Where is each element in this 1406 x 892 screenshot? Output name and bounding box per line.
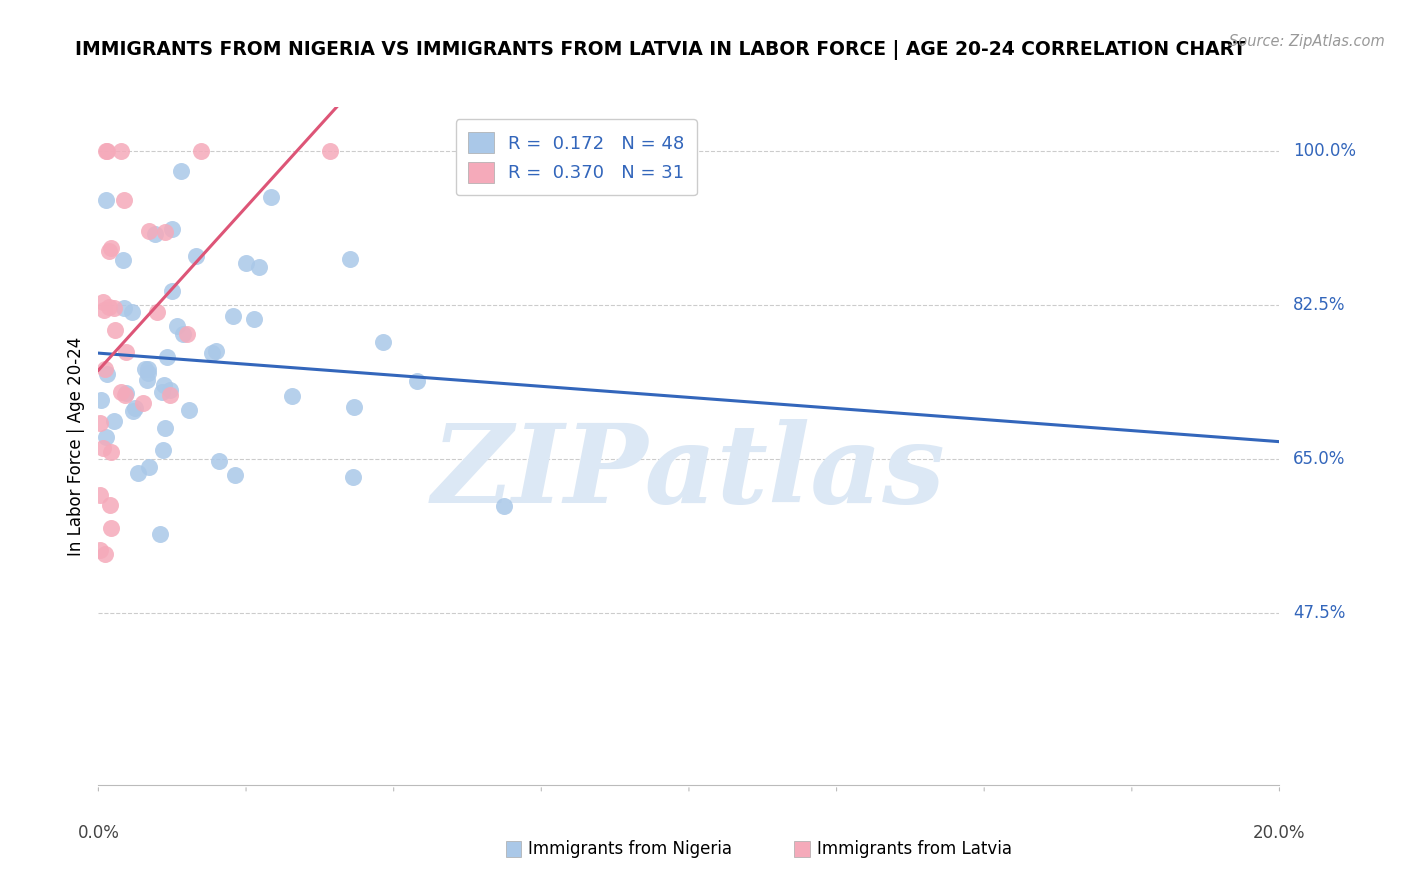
Text: 47.5%: 47.5% xyxy=(1294,604,1346,623)
Point xyxy=(124,401,146,416)
Point xyxy=(494,500,516,514)
Point xyxy=(127,466,149,480)
Point xyxy=(136,366,159,380)
Point xyxy=(91,294,114,309)
Point xyxy=(114,345,136,359)
Point xyxy=(176,326,198,341)
Point xyxy=(342,470,364,484)
Point xyxy=(97,300,120,314)
Point xyxy=(96,144,118,158)
Text: Immigrants from Nigeria: Immigrants from Nigeria xyxy=(529,840,733,858)
Point xyxy=(152,442,174,457)
Point xyxy=(104,323,127,337)
Point xyxy=(91,442,114,456)
Point xyxy=(100,521,122,535)
Point xyxy=(155,420,177,434)
Point xyxy=(121,305,143,319)
Point xyxy=(205,343,228,358)
Point xyxy=(208,454,231,468)
Point xyxy=(100,445,122,459)
Point xyxy=(162,221,184,235)
Text: ZIPatlas: ZIPatlas xyxy=(432,419,946,527)
Point xyxy=(100,241,122,255)
Point xyxy=(89,542,111,557)
Point xyxy=(201,345,224,359)
Point xyxy=(98,498,121,512)
Point xyxy=(94,430,117,444)
Text: 65.0%: 65.0% xyxy=(1294,450,1346,468)
Text: Immigrants from Latvia: Immigrants from Latvia xyxy=(817,840,1011,858)
Point xyxy=(172,327,194,342)
Point xyxy=(247,260,270,274)
Point xyxy=(177,402,200,417)
Point xyxy=(89,416,111,430)
Point xyxy=(114,387,136,401)
Point xyxy=(371,335,394,350)
Text: 100.0%: 100.0% xyxy=(1294,142,1357,160)
Point xyxy=(149,526,172,541)
Text: Source: ZipAtlas.com: Source: ZipAtlas.com xyxy=(1229,34,1385,49)
Point xyxy=(121,404,143,418)
Point xyxy=(135,374,157,388)
Point xyxy=(90,392,112,407)
Point xyxy=(243,311,266,326)
Point xyxy=(260,190,283,204)
Point xyxy=(96,193,118,207)
Point xyxy=(281,389,304,403)
Point xyxy=(112,301,135,316)
Text: IMMIGRANTS FROM NIGERIA VS IMMIGRANTS FROM LATVIA IN LABOR FORCE | AGE 20-24 COR: IMMIGRANTS FROM NIGERIA VS IMMIGRANTS FR… xyxy=(76,40,1246,60)
Point xyxy=(138,460,160,475)
Point xyxy=(224,468,246,483)
Point xyxy=(343,400,366,414)
Point xyxy=(150,384,173,399)
Point xyxy=(89,488,111,502)
Point xyxy=(190,144,212,158)
Point xyxy=(115,386,138,401)
Point xyxy=(169,164,191,178)
Point xyxy=(112,193,135,207)
Point xyxy=(111,253,134,268)
Point xyxy=(339,252,361,267)
Point xyxy=(94,547,117,561)
Point xyxy=(132,396,155,410)
Point xyxy=(406,374,429,388)
Point xyxy=(235,256,257,270)
Point xyxy=(110,144,132,158)
Point xyxy=(93,303,115,318)
Point xyxy=(143,227,166,241)
Point xyxy=(98,244,121,259)
Text: 20.0%: 20.0% xyxy=(1253,824,1306,842)
Point xyxy=(184,249,207,263)
Point xyxy=(160,284,183,298)
Point xyxy=(166,319,188,334)
Point xyxy=(156,350,179,364)
Point xyxy=(222,309,245,323)
Point xyxy=(155,225,177,239)
Point xyxy=(136,362,159,376)
Point xyxy=(103,413,125,427)
Legend: R =  0.172   N = 48, R =  0.370   N = 31: R = 0.172 N = 48, R = 0.370 N = 31 xyxy=(456,120,697,195)
Text: 0.0%: 0.0% xyxy=(77,824,120,842)
Point xyxy=(138,224,160,238)
Text: 82.5%: 82.5% xyxy=(1294,296,1346,314)
Point xyxy=(96,144,118,158)
Point xyxy=(94,362,117,376)
Point xyxy=(159,383,181,397)
Y-axis label: In Labor Force | Age 20-24: In Labor Force | Age 20-24 xyxy=(66,336,84,556)
Point xyxy=(152,378,174,392)
Point xyxy=(110,385,132,400)
Point xyxy=(96,368,118,382)
Point xyxy=(319,144,342,158)
Point xyxy=(145,305,167,319)
Point xyxy=(134,361,156,376)
Point xyxy=(103,301,125,315)
Point xyxy=(159,387,181,401)
